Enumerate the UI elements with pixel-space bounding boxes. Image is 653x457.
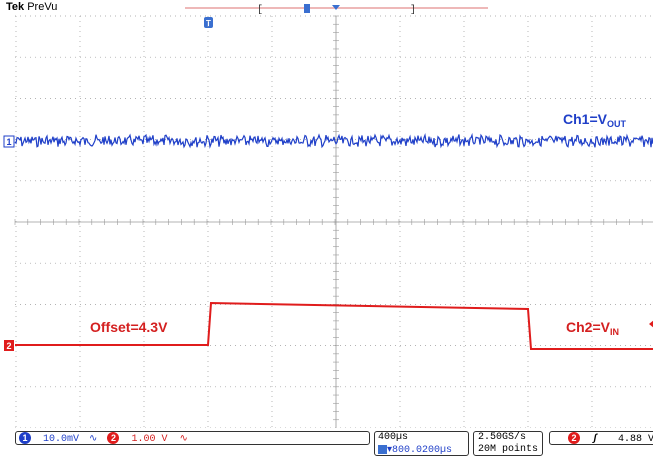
trigger-delay-icon: [378, 444, 387, 454]
graticule: [14, 15, 653, 428]
ch1-badge[interactable]: 1: [19, 432, 31, 444]
timebase-box[interactable]: 400µs ▾800.0200µs: [374, 431, 469, 456]
waveform-display[interactable]: [ ] T 1 2: [0, 0, 653, 428]
ch2-marker-label: 2: [6, 341, 11, 351]
ch2-annotation-sub: IN: [609, 327, 619, 337]
offset-annotation: Offset=4.3V: [90, 319, 168, 335]
ch2-waveform: [15, 301, 653, 350]
ch2-scale[interactable]: 1.00 V: [131, 433, 168, 445]
mode-label: PreVu: [27, 1, 58, 13]
trigger-box[interactable]: 2 ʃ 4.88 V: [549, 431, 653, 445]
ch1-ground-marker[interactable]: 1: [3, 135, 15, 148]
overview-bracket-left: [: [257, 4, 263, 16]
trigger-level-marker[interactable]: [649, 320, 653, 328]
ch1-annotation-main: Ch1=V: [563, 111, 607, 127]
sample-rate[interactable]: 2.50GS/s: [478, 432, 527, 443]
ch1-annotation-sub: OUT: [606, 119, 626, 129]
ch1-bw-icon: ∿: [89, 433, 98, 445]
ch2-annotation-main: Ch2=V: [566, 319, 610, 335]
record-length[interactable]: 20M points: [478, 444, 539, 455]
overview-bracket-right: ]: [410, 4, 416, 16]
trigger-level[interactable]: 4.88 V: [618, 433, 653, 445]
trigger-t-label: T: [206, 19, 211, 28]
trigger-t-icon: [204, 17, 213, 28]
status-bar: 1 10.0mV ∿ 2 1.00 V ∿ 400µs ▾800.0200µs …: [0, 428, 653, 457]
ch2-ground-marker[interactable]: 2: [4, 340, 14, 351]
ch1-waveform: [14, 132, 653, 149]
overview-trigger-marker: [304, 4, 310, 13]
ch1-marker-label: 1: [6, 137, 11, 147]
trigger-delay[interactable]: ▾800.0200µs: [387, 445, 453, 456]
ch1-annotation: Ch1=VOUT: [563, 111, 626, 129]
channel-scale-box[interactable]: 1 10.0mV ∿ 2 1.00 V ∿: [15, 431, 370, 445]
trigger-position-marker[interactable]: T: [204, 5, 340, 28]
trigger-point-icon: [332, 5, 340, 10]
ch2-badge[interactable]: 2: [107, 432, 120, 444]
ch2-annotation: Ch2=VIN: [566, 319, 619, 337]
ch2-bw-icon: ∿: [179, 433, 188, 445]
acquisition-box[interactable]: 2.50GS/s 20M points: [473, 431, 543, 456]
trigger-source-badge[interactable]: 2: [568, 432, 580, 444]
rising-edge-icon[interactable]: ʃ: [592, 433, 599, 445]
timebase-value[interactable]: 400µs: [378, 432, 409, 443]
ch1-scale[interactable]: 10.0mV: [43, 433, 80, 445]
brand-label: Tek PreVu: [6, 1, 57, 13]
brand-logo: Tek: [6, 1, 25, 13]
